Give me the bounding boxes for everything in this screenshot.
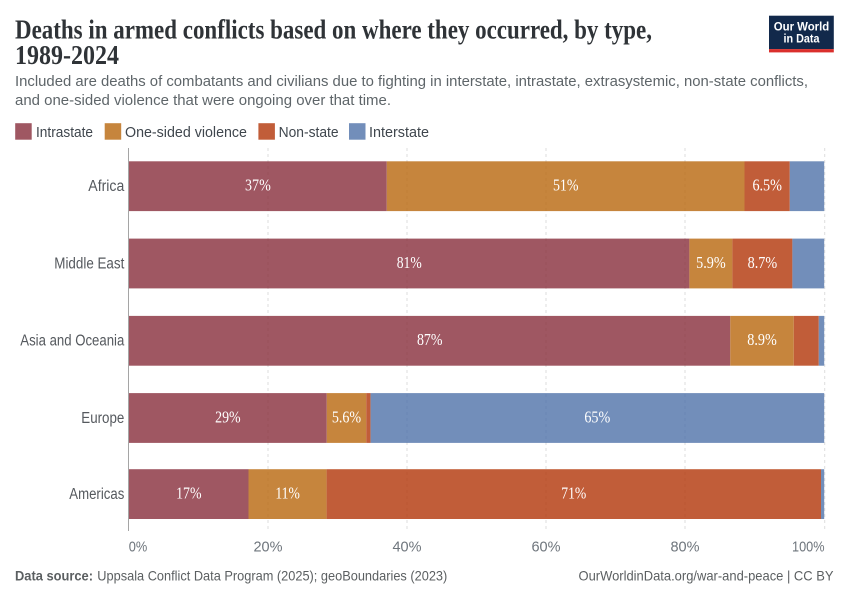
svg-text:Data source:: Data source: [15, 569, 93, 584]
svg-text:6.5%: 6.5% [752, 176, 782, 195]
svg-text:OurWorldinData.org/war-and-pea: OurWorldinData.org/war-and-peace | CC BY [579, 569, 834, 584]
svg-text:Middle East: Middle East [54, 255, 125, 272]
svg-text:37%: 37% [245, 176, 271, 195]
svg-text:Included are deaths of combata: Included are deaths of combatants and ci… [15, 73, 808, 90]
svg-text:20%: 20% [254, 538, 283, 555]
svg-text:8.7%: 8.7% [748, 253, 778, 272]
svg-text:71%: 71% [561, 483, 586, 502]
svg-text:Americas: Americas [69, 486, 124, 503]
svg-text:87%: 87% [417, 330, 443, 349]
svg-text:Intrastate: Intrastate [36, 124, 93, 141]
svg-text:17%: 17% [176, 483, 202, 502]
svg-text:Deaths in armed conflicts base: Deaths in armed conflicts based on where… [15, 15, 652, 45]
svg-text:80%: 80% [671, 538, 700, 555]
svg-text:Interstate: Interstate [369, 124, 429, 141]
svg-text:51%: 51% [553, 176, 579, 195]
svg-text:81%: 81% [397, 253, 422, 272]
svg-text:60%: 60% [532, 538, 561, 555]
svg-text:29%: 29% [215, 407, 241, 426]
svg-text:100%: 100% [792, 538, 825, 555]
svg-text:Asia and Oceania: Asia and Oceania [20, 333, 124, 350]
svg-text:0%: 0% [129, 538, 148, 555]
svg-text:and one-sided violence that we: and one-sided violence that were ongoing… [15, 92, 391, 109]
svg-text:Africa: Africa [88, 178, 124, 195]
svg-text:Our World: Our World [774, 20, 830, 34]
svg-text:5.6%: 5.6% [332, 407, 362, 426]
svg-text:One-sided violence: One-sided violence [125, 124, 247, 141]
svg-text:40%: 40% [393, 538, 422, 555]
svg-text:Non-state: Non-state [279, 124, 339, 141]
svg-text:11%: 11% [275, 483, 300, 502]
svg-text:8.9%: 8.9% [747, 330, 777, 349]
svg-text:in Data: in Data [784, 32, 820, 46]
svg-text:Uppsala Conflict Data Program: Uppsala Conflict Data Program (2025); ge… [97, 569, 447, 584]
svg-text:Europe: Europe [81, 410, 124, 427]
svg-text:5.9%: 5.9% [696, 253, 726, 272]
svg-text:65%: 65% [584, 407, 610, 426]
svg-text:1989-2024: 1989-2024 [15, 40, 119, 70]
